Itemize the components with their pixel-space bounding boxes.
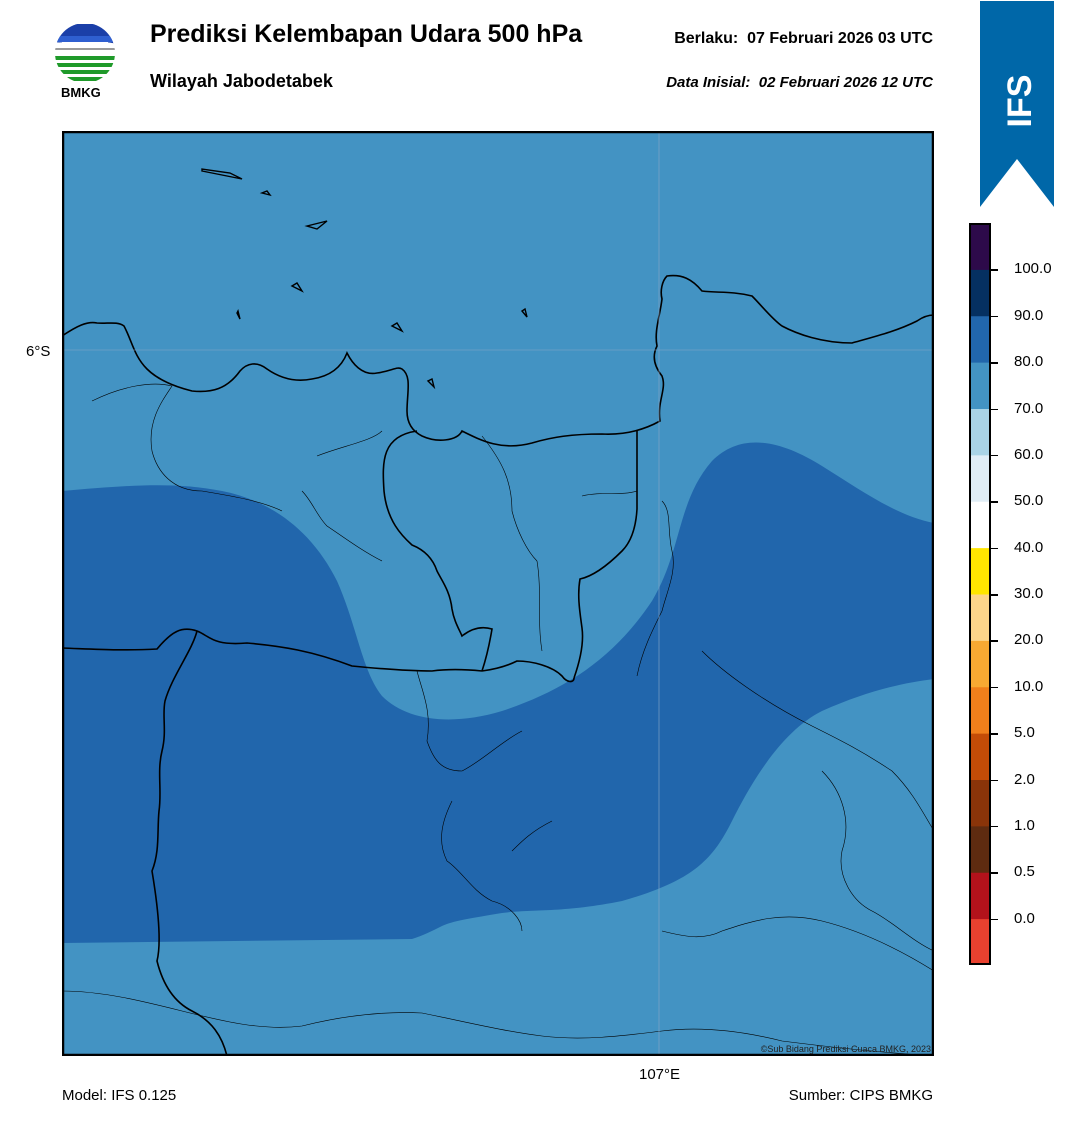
- map-svg: [62, 131, 934, 1056]
- colorbar-tick-label: 0.5: [1014, 863, 1035, 881]
- ifs-label: IFS: [1001, 75, 1039, 128]
- colorbar-segment: [969, 501, 991, 549]
- colorbar-tick: [991, 872, 998, 874]
- map-credit: ©Sub Bidang Prediksi Cuaca BMKG, 2023: [760, 1044, 931, 1054]
- region-subtitle: Wilayah Jabodetabek: [150, 71, 333, 91]
- colorbar-segment: [969, 269, 991, 317]
- page-title: Prediksi Kelembapan Udara 500 hPa: [150, 20, 583, 48]
- colorbar-tick-label: 100.0: [1014, 260, 1052, 278]
- coastline: [62, 274, 934, 1056]
- humidity-map: [62, 131, 934, 1056]
- colorbar-segment: [969, 408, 991, 456]
- colorbar-segment: [969, 454, 991, 502]
- colorbar-segment: [969, 362, 991, 409]
- colorbar-tick: [991, 733, 998, 735]
- colorbar-tick: [991, 408, 998, 410]
- colorbar-tick-label: 90.0: [1014, 306, 1044, 324]
- colorbar-tick-label: 1.0: [1014, 816, 1035, 834]
- logo-text: BMKG: [61, 85, 101, 100]
- colorbar-tick: [991, 362, 998, 364]
- colorbar-tick-label: 0.0: [1014, 909, 1035, 927]
- colorbar-tick-label: 40.0: [1014, 538, 1044, 556]
- colorbar-tick-label: 5.0: [1014, 724, 1035, 742]
- init-time: Data Inisial: 02 Februari 2026 12 UTC: [666, 74, 933, 91]
- colorbar-border: [969, 223, 991, 965]
- colorbar-segment: [969, 686, 991, 734]
- colorbar: [969, 223, 991, 965]
- colorbar-tick: [991, 779, 998, 781]
- colorbar-segment: [969, 640, 991, 688]
- colorbar-tick-label: 60.0: [1014, 445, 1044, 463]
- colorbar-tick: [991, 501, 998, 503]
- colorbar-tick-label: 50.0: [1014, 492, 1044, 510]
- map-border: [62, 131, 934, 1056]
- bmkg-logo-icon: [55, 23, 115, 83]
- colorbar-segment: [969, 594, 991, 641]
- colorbar-tick: [991, 315, 998, 318]
- valid-label: Berlaku:: [674, 30, 739, 47]
- humidity-80-90-field: [62, 442, 934, 943]
- valid-time: Berlaku: 07 Februari 2026 03 UTC: [674, 30, 933, 48]
- init-value: 02 Februari 2026 12 UTC: [758, 74, 933, 91]
- colorbar-tick: [991, 825, 998, 828]
- colorbar-tick-label: 2.0: [1014, 770, 1035, 788]
- model-label: Model: IFS 0.125: [62, 1087, 177, 1104]
- colorbar-tick: [991, 454, 998, 457]
- colorbar-tick: [991, 594, 998, 596]
- colorbar-tick: [991, 269, 998, 271]
- colorbar-segment: [969, 779, 991, 827]
- colorbar-tick-label: 10.0: [1014, 677, 1044, 695]
- valid-value: 07 Februari 2026 03 UTC: [747, 30, 933, 47]
- colorbar-tick: [991, 640, 998, 642]
- colorbar-tick-label: 80.0: [1014, 353, 1044, 371]
- colorbar-segment: [969, 918, 991, 965]
- lat-label: 6°S: [26, 343, 51, 360]
- colorbar-tick: [991, 547, 998, 550]
- colorbar-segment: [969, 733, 991, 780]
- colorbar-tick: [991, 918, 998, 921]
- islands: [201, 168, 528, 390]
- colorbar-tick-label: 70.0: [1014, 399, 1044, 417]
- colorbar-segment: [969, 315, 991, 363]
- colorbar-tick: [991, 686, 998, 689]
- colorbar-segment: [969, 547, 991, 595]
- lon-label: 107°E: [639, 1066, 681, 1083]
- regional-borders: [62, 383, 934, 1056]
- colorbar-segment: [969, 223, 991, 270]
- ifs-ribbon-icon: IFS: [980, 1, 1054, 207]
- init-label: Data Inisial:: [666, 74, 751, 91]
- colorbar-segment: [969, 825, 991, 873]
- colorbar-tick-label: 20.0: [1014, 631, 1044, 649]
- colorbar-tick-label: 30.0: [1014, 585, 1044, 602]
- source-label: Sumber: CIPS BMKG: [788, 1087, 933, 1104]
- colorbar-segment: [969, 872, 991, 920]
